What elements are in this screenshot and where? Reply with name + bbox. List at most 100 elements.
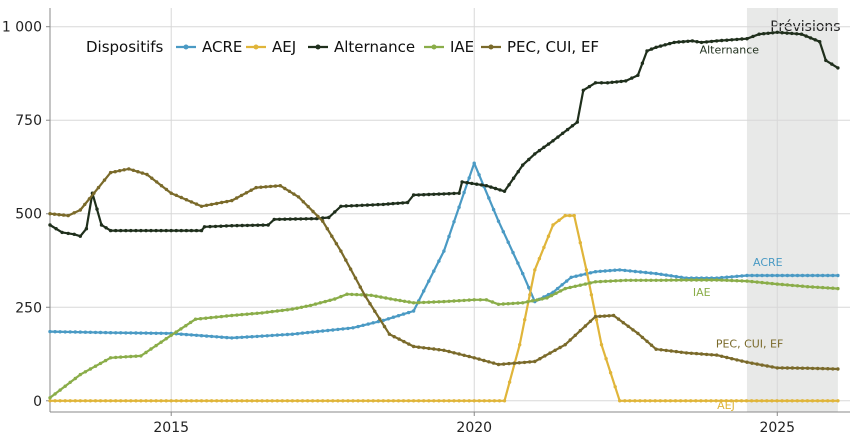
data-point	[321, 219, 325, 223]
data-point	[220, 399, 224, 403]
data-point	[270, 333, 274, 338]
data-point	[230, 198, 234, 203]
data-point	[108, 331, 113, 335]
data-point	[462, 190, 466, 195]
data-point	[371, 321, 375, 325]
data-point	[760, 280, 764, 285]
data-point	[604, 357, 608, 361]
data-point	[826, 273, 830, 278]
data-point	[341, 399, 345, 403]
data-point	[149, 331, 153, 335]
data-point	[396, 399, 401, 403]
data-point	[640, 335, 645, 340]
data-point	[790, 399, 794, 403]
data-point	[368, 302, 372, 306]
data-point	[417, 193, 421, 197]
data-point	[304, 304, 308, 308]
data-point	[810, 399, 815, 403]
data-point	[442, 249, 446, 253]
data-point	[785, 31, 789, 35]
data-point	[437, 192, 441, 196]
data-point	[616, 317, 621, 321]
data-point	[129, 228, 133, 233]
data-point	[587, 84, 592, 89]
data-point	[668, 41, 672, 46]
data-point	[808, 36, 813, 40]
data-point	[482, 358, 486, 363]
data-point	[645, 339, 649, 343]
data-point	[668, 399, 673, 403]
data-point	[184, 198, 189, 202]
data-point	[704, 352, 709, 357]
data-point	[382, 324, 387, 329]
data-point	[714, 399, 718, 403]
data-point	[626, 324, 630, 328]
data-point	[565, 279, 569, 283]
data-point	[417, 345, 421, 349]
data-point	[378, 317, 382, 321]
data-point	[533, 268, 537, 272]
data-point	[583, 324, 588, 328]
data-point	[810, 273, 815, 278]
data-point	[198, 317, 203, 321]
data-point	[259, 185, 263, 189]
data-point	[119, 399, 123, 403]
data-point	[546, 292, 551, 297]
data-point	[48, 223, 52, 227]
data-point	[629, 278, 633, 282]
data-point	[396, 314, 401, 318]
data-point	[411, 399, 416, 403]
data-point	[275, 309, 279, 313]
data-point	[477, 173, 481, 177]
data-point	[501, 302, 505, 306]
data-point	[316, 399, 320, 403]
data-point	[245, 312, 249, 316]
series-pec-cui-ef	[48, 167, 840, 371]
data-point	[273, 184, 278, 188]
data-point	[306, 204, 310, 209]
data-point	[578, 328, 582, 333]
data-point	[326, 328, 330, 333]
data-point	[516, 261, 520, 265]
data-point	[134, 354, 138, 358]
data-point	[821, 273, 825, 278]
data-point	[129, 399, 133, 403]
data-point	[225, 399, 229, 403]
data-point	[366, 399, 370, 403]
data-point	[790, 283, 795, 288]
data-point	[477, 357, 481, 361]
data-point	[816, 273, 820, 278]
data-point	[356, 324, 360, 329]
data-point	[785, 283, 790, 287]
data-point	[119, 355, 123, 359]
data-point	[628, 269, 632, 273]
data-point	[295, 399, 300, 403]
data-point	[608, 268, 612, 273]
data-point	[73, 330, 78, 334]
data-point	[695, 40, 699, 44]
data-point	[489, 185, 493, 189]
data-point	[699, 278, 704, 282]
data-point	[417, 399, 421, 403]
data-point	[613, 385, 617, 389]
data-point	[280, 399, 284, 403]
data-point	[745, 273, 749, 278]
data-point	[345, 292, 349, 296]
data-point	[359, 293, 364, 297]
data-point	[749, 399, 754, 403]
data-point	[215, 201, 219, 206]
data-point	[134, 331, 138, 335]
data-point	[339, 294, 343, 299]
data-point	[640, 61, 645, 65]
data-point	[467, 298, 471, 302]
data-point	[648, 399, 652, 403]
data-point	[598, 314, 602, 318]
legend-label: PEC, CUI, EF	[507, 38, 599, 56]
data-point	[220, 200, 224, 205]
data-point	[507, 361, 511, 366]
data-point	[824, 58, 828, 63]
data-point	[709, 399, 713, 403]
legend-item-acre: ACRE	[176, 38, 242, 56]
data-point	[649, 278, 653, 282]
data-point	[295, 306, 299, 310]
